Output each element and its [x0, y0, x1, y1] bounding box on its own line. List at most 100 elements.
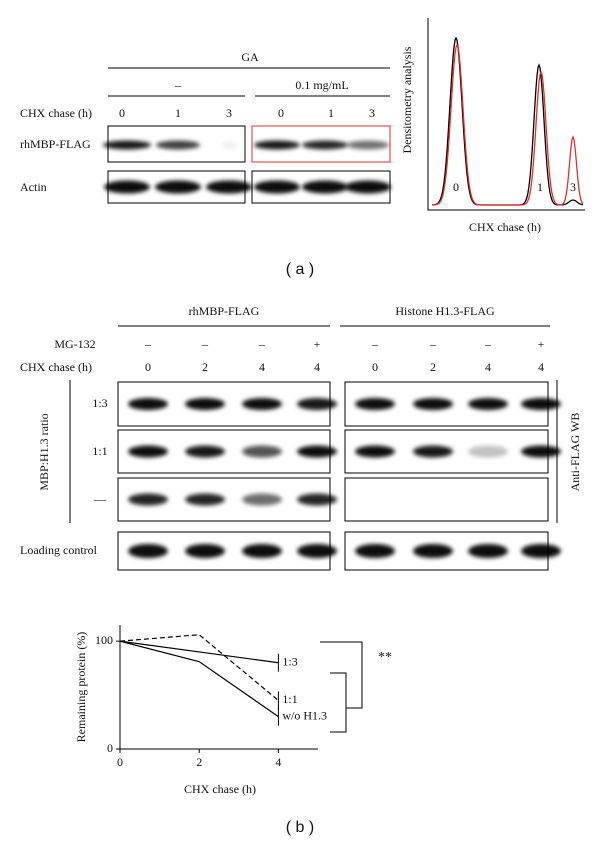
treatment-label: GA [241, 50, 259, 64]
blot-band [297, 398, 337, 410]
blot-band [355, 398, 395, 410]
blot-frame [107, 125, 246, 163]
blot-band [221, 140, 237, 150]
group-label: Histone H1.3-FLAG [395, 304, 495, 318]
blot-band [242, 445, 282, 458]
significance-bracket [320, 641, 363, 709]
mg132-sign: + [538, 337, 545, 351]
blot-frame [251, 125, 391, 163]
densitometry-trace [431, 43, 584, 206]
blot-band [128, 398, 168, 410]
ratio-label: — [93, 492, 107, 506]
chx-label: CHX chase (h) [20, 360, 92, 374]
chx-time: 3 [369, 106, 375, 120]
peak-label: 3 [570, 180, 576, 194]
mg132-sign: – [371, 337, 379, 351]
blot-band [104, 180, 150, 194]
x-tick-label: 4 [275, 755, 281, 769]
blot-band [413, 445, 453, 458]
y-tick-label: 100 [95, 633, 113, 647]
blot-band [345, 180, 391, 194]
blot-band [297, 445, 337, 458]
blot-band [155, 180, 201, 194]
densitometry-y-label: Densitometry analysis [400, 46, 414, 153]
mg132-sign: – [429, 337, 437, 351]
blot-frame [344, 477, 549, 522]
loading-label: Loading control [20, 543, 98, 557]
chx-time: 0 [119, 106, 125, 120]
mg132-label: MG-132 [54, 337, 95, 351]
data-line [119, 640, 279, 718]
blot-band [128, 544, 168, 558]
blot-band [128, 445, 168, 458]
blot-band [128, 493, 168, 506]
blot-band [302, 180, 348, 194]
significance-bracket [330, 672, 347, 733]
chx-time: 2 [202, 360, 208, 374]
blot-frame [107, 170, 246, 204]
chx-time: 0 [278, 106, 284, 120]
x-axis-label: CHX chase (h) [184, 782, 256, 796]
y-axis-label: Remaining protein (%) [74, 632, 88, 743]
blot-band [103, 140, 151, 150]
blot-band [254, 140, 300, 150]
ratio-label: MBP:H1.3 ratio [37, 413, 51, 490]
mg132-sign: + [314, 337, 321, 351]
chx-time: 4 [259, 360, 265, 374]
blot-band [347, 140, 389, 150]
blot-band [185, 493, 225, 506]
blot-band [185, 544, 225, 558]
row-label: rhMBP-FLAG [20, 137, 91, 151]
blot-band [297, 544, 337, 558]
blot-band [242, 544, 282, 558]
blot-band [185, 445, 225, 458]
blot-band [413, 544, 453, 558]
axis [119, 625, 318, 750]
y-tick-label: 0 [107, 741, 113, 755]
blot-band [297, 493, 337, 506]
side-label: Anti-FLAG WB [568, 413, 582, 492]
significance: ** [378, 650, 392, 665]
chx-time: 4 [485, 360, 491, 374]
blot-band [254, 180, 300, 194]
blot-frame [251, 170, 391, 204]
densitometry-axes [427, 18, 585, 211]
blot-band [355, 544, 395, 558]
chx-label: CHX chase (h) [20, 106, 92, 120]
x-tick-label: 0 [117, 755, 123, 769]
peak-label: 0 [453, 180, 459, 194]
blot-band [413, 398, 453, 410]
dose-label: – [174, 78, 182, 92]
ratio-label: 1:1 [92, 444, 107, 458]
x-tick-label: 2 [196, 755, 202, 769]
row-label: Actin [20, 180, 47, 194]
blot-band [521, 445, 561, 458]
series-label: w/o H1.3 [282, 708, 327, 722]
chx-time: 1 [175, 106, 181, 120]
ratio-label: 1:3 [92, 396, 107, 410]
panel-caption: ( a ) [286, 261, 314, 278]
blot-band [521, 544, 561, 558]
chx-time: 3 [226, 106, 232, 120]
blot-band [206, 180, 252, 194]
chx-time: 1 [328, 106, 334, 120]
mg132-sign: – [258, 337, 266, 351]
blot-band [468, 544, 508, 558]
mg132-sign: – [201, 337, 209, 351]
series-label: 1:1 [282, 692, 297, 706]
dose-label: 0.1 mg/mL [295, 78, 348, 92]
chx-time: 0 [372, 360, 378, 374]
mg132-sign: – [144, 337, 152, 351]
chx-time: 2 [430, 360, 436, 374]
blot-band [242, 493, 282, 506]
series-label: 1:3 [282, 654, 297, 668]
data-line [119, 640, 279, 664]
blot-band [468, 445, 508, 458]
group-label: rhMBP-FLAG [189, 304, 260, 318]
blot-band [468, 398, 508, 410]
data-line [119, 634, 279, 701]
blot-band [302, 140, 348, 150]
mg132-sign: – [484, 337, 492, 351]
chx-time: 0 [145, 360, 151, 374]
